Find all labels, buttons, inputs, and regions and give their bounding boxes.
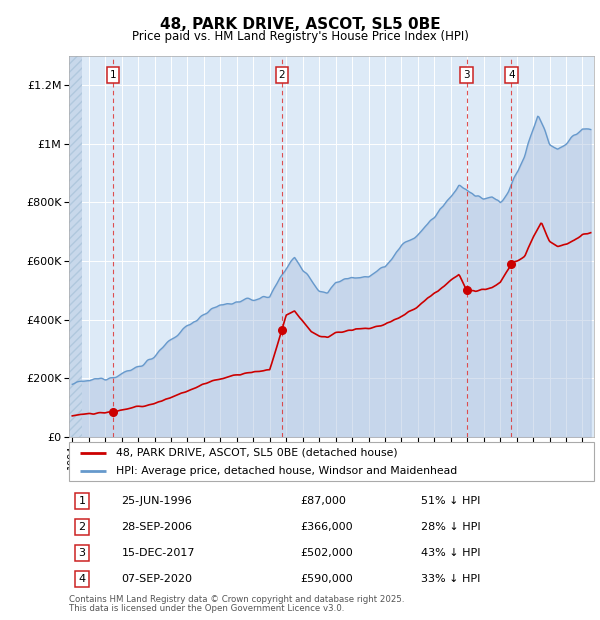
Text: 4: 4	[508, 70, 515, 80]
Text: £366,000: £366,000	[300, 522, 353, 532]
Text: £87,000: £87,000	[300, 496, 346, 506]
Text: 2: 2	[79, 522, 86, 532]
Text: 2: 2	[278, 70, 285, 80]
Text: Price paid vs. HM Land Registry's House Price Index (HPI): Price paid vs. HM Land Registry's House …	[131, 30, 469, 43]
Text: 3: 3	[79, 548, 86, 558]
Text: 28% ↓ HPI: 28% ↓ HPI	[421, 522, 481, 532]
Text: 43% ↓ HPI: 43% ↓ HPI	[421, 548, 480, 558]
Text: HPI: Average price, detached house, Windsor and Maidenhead: HPI: Average price, detached house, Wind…	[116, 466, 458, 476]
Text: 28-SEP-2006: 28-SEP-2006	[121, 522, 193, 532]
FancyBboxPatch shape	[69, 442, 594, 481]
Text: 15-DEC-2017: 15-DEC-2017	[121, 548, 195, 558]
Text: 51% ↓ HPI: 51% ↓ HPI	[421, 496, 480, 506]
Text: 33% ↓ HPI: 33% ↓ HPI	[421, 574, 480, 584]
Text: 1: 1	[110, 70, 116, 80]
Text: 4: 4	[79, 574, 86, 584]
Text: 07-SEP-2020: 07-SEP-2020	[121, 574, 193, 584]
Text: Contains HM Land Registry data © Crown copyright and database right 2025.: Contains HM Land Registry data © Crown c…	[69, 595, 404, 604]
Text: This data is licensed under the Open Government Licence v3.0.: This data is licensed under the Open Gov…	[69, 604, 344, 613]
Text: £502,000: £502,000	[300, 548, 353, 558]
Text: 25-JUN-1996: 25-JUN-1996	[121, 496, 192, 506]
Bar	[69, 56, 82, 437]
Text: 1: 1	[79, 496, 86, 506]
Text: 48, PARK DRIVE, ASCOT, SL5 0BE: 48, PARK DRIVE, ASCOT, SL5 0BE	[160, 17, 440, 32]
Text: 48, PARK DRIVE, ASCOT, SL5 0BE (detached house): 48, PARK DRIVE, ASCOT, SL5 0BE (detached…	[116, 448, 398, 458]
Text: £590,000: £590,000	[300, 574, 353, 584]
Text: 3: 3	[463, 70, 470, 80]
